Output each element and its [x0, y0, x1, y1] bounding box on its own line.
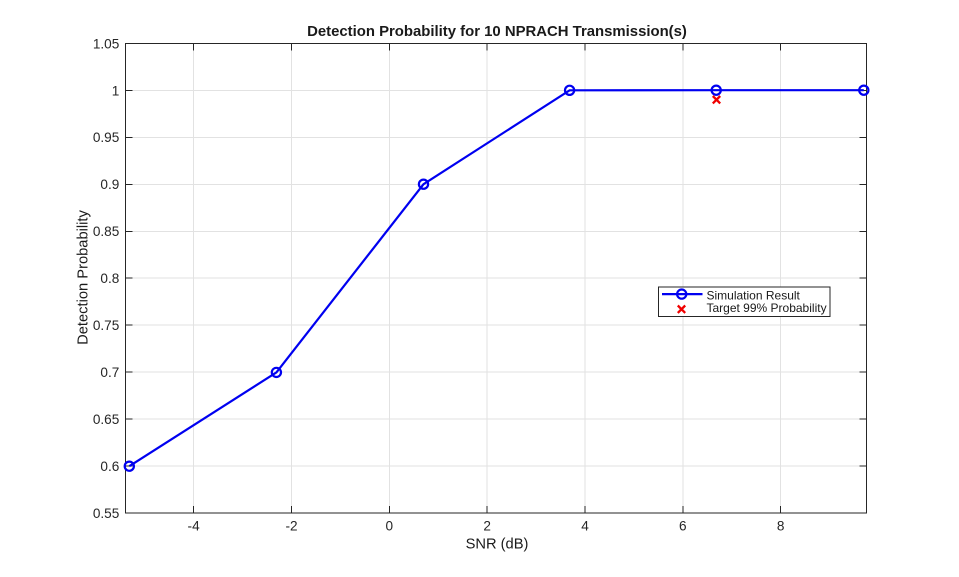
- svg-text:0.6: 0.6: [100, 459, 119, 474]
- svg-text:0.65: 0.65: [93, 412, 119, 427]
- svg-text:SNR (dB): SNR (dB): [466, 537, 529, 553]
- svg-text:1.05: 1.05: [93, 36, 119, 51]
- svg-text:-2: -2: [285, 518, 297, 533]
- svg-text:1: 1: [112, 83, 120, 98]
- svg-text:4: 4: [581, 518, 589, 533]
- svg-text:0.75: 0.75: [93, 318, 119, 333]
- svg-text:8: 8: [777, 518, 785, 533]
- svg-text:Simulation Result: Simulation Result: [707, 289, 801, 303]
- svg-text:0.8: 0.8: [100, 271, 119, 286]
- svg-text:6: 6: [679, 518, 687, 533]
- svg-text:Target 99% Probability: Target 99% Probability: [707, 301, 827, 315]
- svg-text:0.7: 0.7: [100, 365, 119, 380]
- svg-text:0.55: 0.55: [93, 506, 119, 521]
- svg-text:2: 2: [483, 518, 491, 533]
- svg-text:0.95: 0.95: [93, 130, 119, 145]
- svg-text:Detection Probability: Detection Probability: [76, 209, 92, 344]
- svg-text:-4: -4: [188, 518, 201, 533]
- svg-text:Detection Probability for 10 N: Detection Probability for 10 NPRACH Tran…: [307, 24, 687, 40]
- svg-text:0.85: 0.85: [93, 224, 119, 239]
- svg-text:0: 0: [386, 518, 394, 533]
- svg-text:0.9: 0.9: [100, 177, 119, 192]
